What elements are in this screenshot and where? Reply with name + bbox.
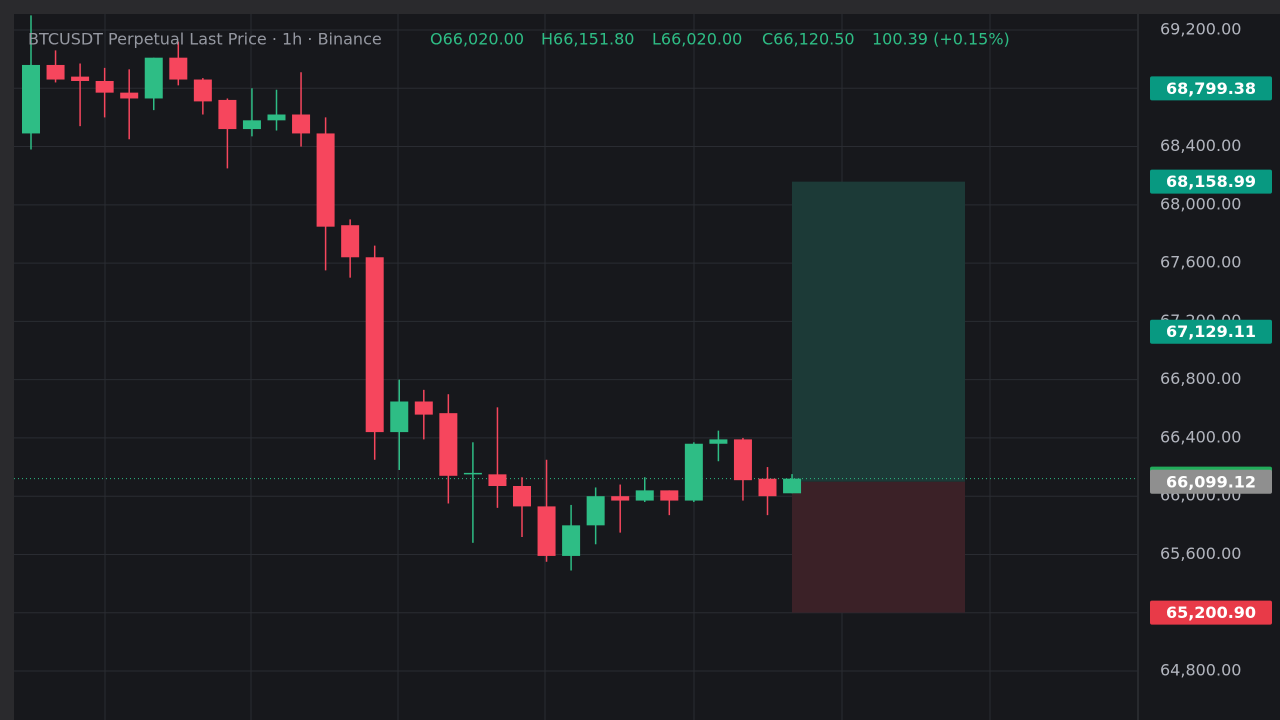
candle-body: [169, 57, 188, 80]
price-label-bg: [1150, 76, 1272, 101]
candle-body: [46, 64, 65, 80]
candle-body: [193, 79, 212, 102]
y-tick-label: 68,000.00: [1160, 194, 1241, 213]
candle-body: [316, 133, 335, 227]
candle-body: [709, 439, 728, 444]
chart-title: BTCUSDT Perpetual Last Price · 1h · Bina…: [28, 30, 382, 49]
candle-body: [463, 472, 482, 475]
candle-body: [218, 99, 237, 130]
ohlc-label: O66,020.00: [430, 30, 524, 49]
price-label-bg: [1150, 319, 1272, 344]
price-label: 68,799.38: [1166, 79, 1256, 98]
target-zone: [792, 181, 965, 482]
y-tick-label: 66,400.00: [1160, 427, 1241, 446]
candle-body: [537, 506, 556, 556]
candle-body: [611, 496, 630, 501]
candle-body: [95, 80, 114, 93]
candle-body: [341, 225, 360, 258]
candle-body: [562, 525, 581, 556]
candle-body: [586, 496, 605, 526]
candle-body: [120, 92, 139, 99]
candle-body: [635, 490, 654, 501]
price-label: 67,129.11: [1166, 322, 1256, 341]
candle-body: [439, 413, 458, 476]
candle-body: [390, 401, 409, 433]
stop-zone: [792, 481, 965, 613]
candle-body: [414, 401, 433, 415]
candle-body: [71, 76, 90, 81]
candle-body: [488, 474, 507, 487]
candle-body: [783, 478, 802, 494]
ohlc-label: L66,020.00: [652, 30, 742, 49]
candle-body: [242, 120, 261, 130]
price-label-bg: [1150, 600, 1272, 625]
candle-body: [660, 490, 679, 501]
ohlc-label: H66,151.80: [541, 30, 634, 49]
plot-background: [14, 14, 1280, 720]
price-label: 66,099.12: [1166, 472, 1256, 491]
candle-body: [22, 64, 40, 134]
price-label: 65,200.90: [1166, 603, 1256, 622]
y-tick-label: 65,600.00: [1160, 544, 1241, 563]
y-tick-label: 67,600.00: [1160, 253, 1241, 272]
candle-body: [733, 439, 752, 481]
vertical-grid: [104, 14, 991, 720]
price-label: 68,158.99: [1166, 172, 1256, 191]
y-tick-label: 68,400.00: [1160, 136, 1241, 155]
candle-body: [758, 478, 777, 497]
candle-body: [513, 486, 531, 507]
candle-body: [684, 443, 703, 501]
candle-body: [292, 114, 311, 134]
candle-body: [144, 57, 163, 99]
candle-body: [267, 114, 286, 121]
y-tick-label: 64,800.00: [1160, 661, 1241, 680]
change-label: 100.39 (+0.15%): [872, 30, 1010, 49]
price-label-bg: [1150, 169, 1272, 194]
y-tick-label: 66,800.00: [1160, 369, 1241, 388]
y-tick-label: 69,200.00: [1160, 20, 1241, 39]
price-label-bg: [1150, 469, 1272, 494]
ohlc-label: C66,120.50: [762, 30, 855, 49]
candle-body: [365, 257, 384, 433]
